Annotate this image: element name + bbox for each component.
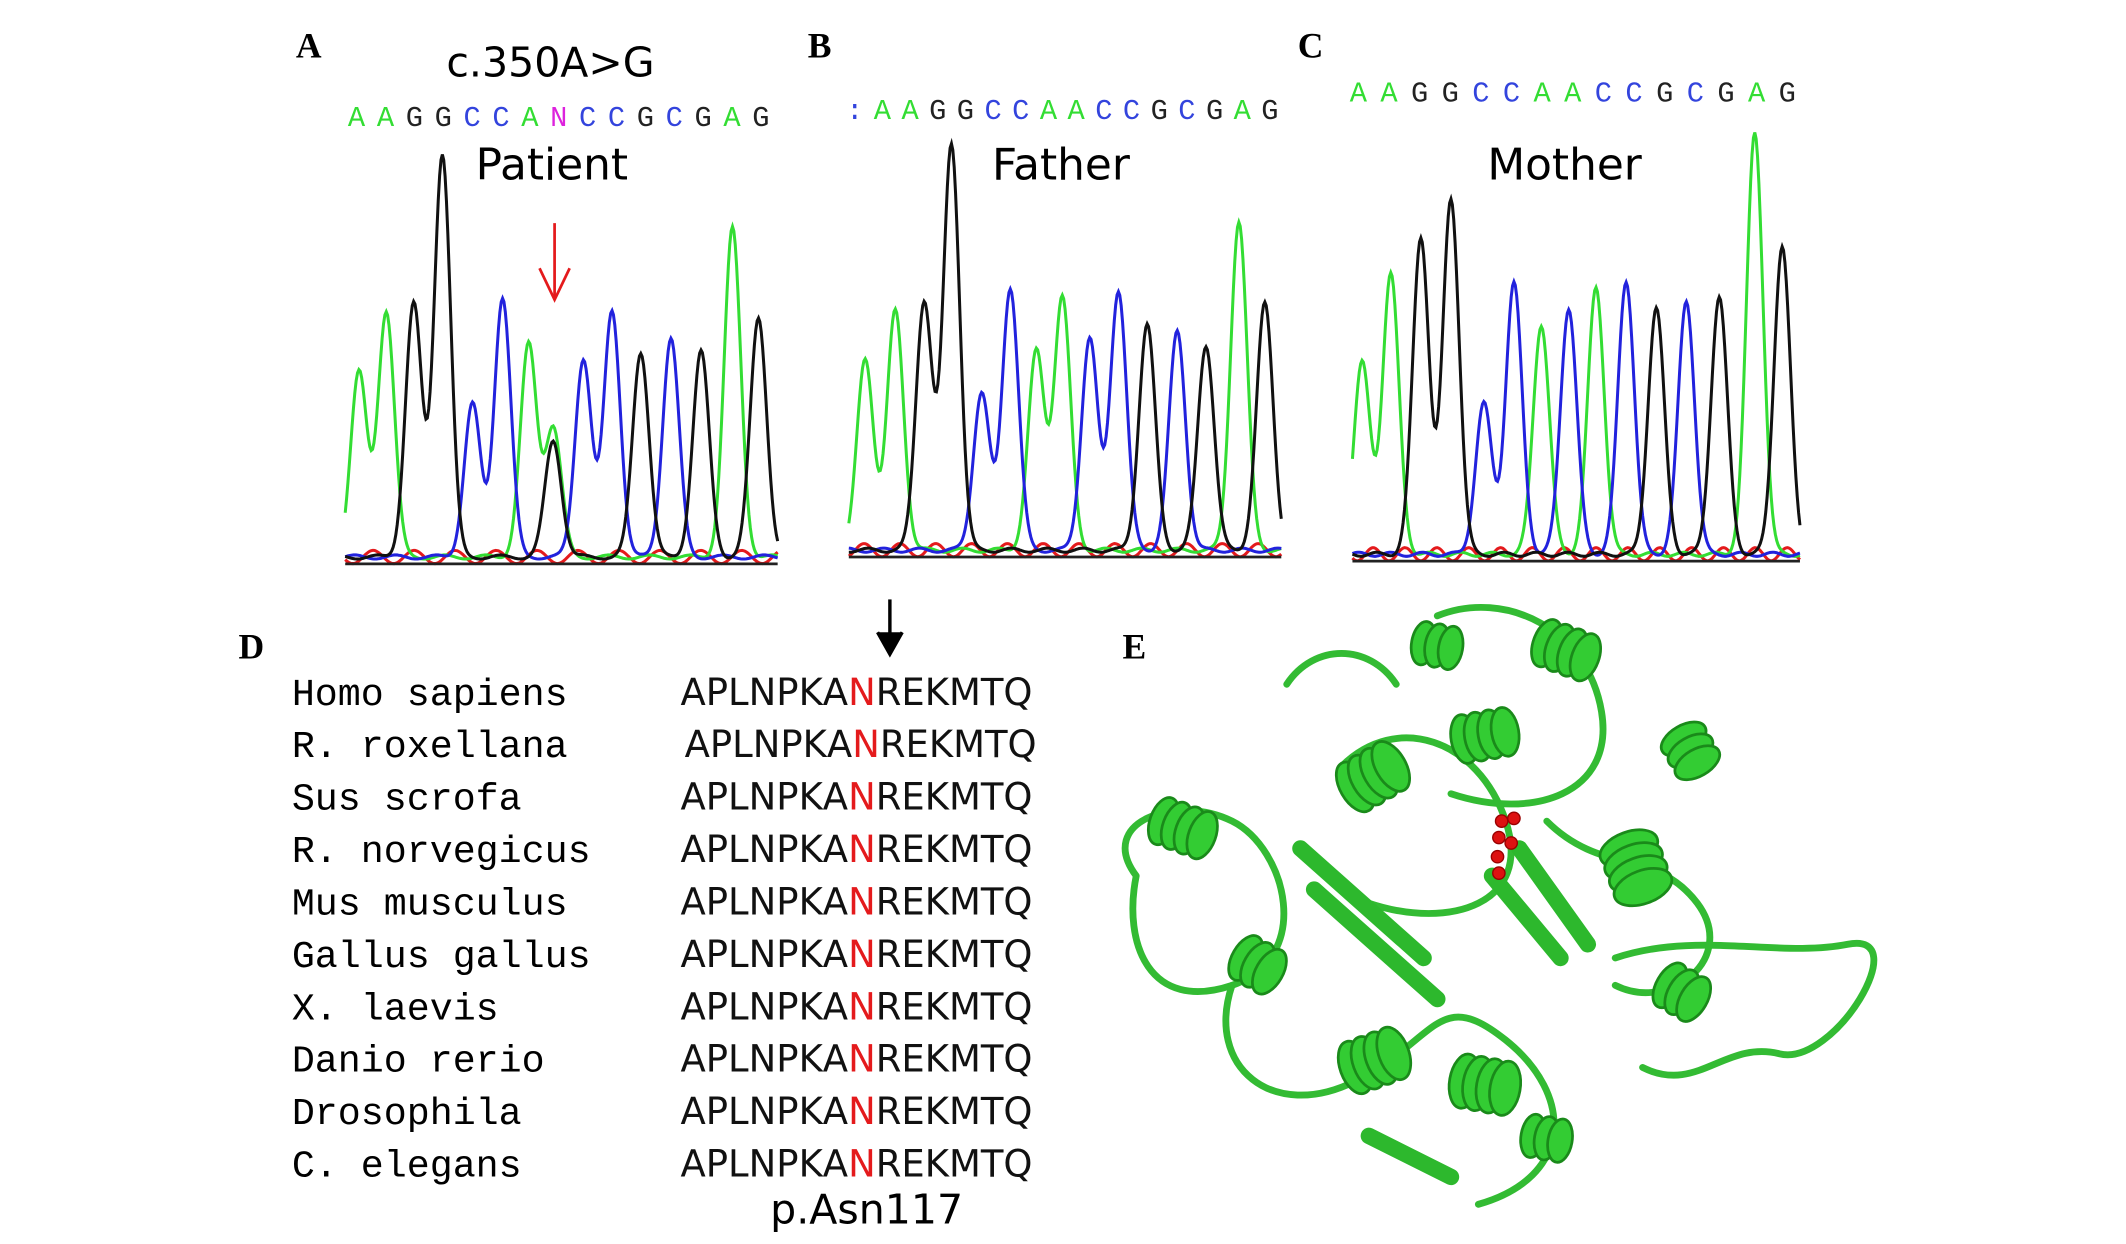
trace	[1351, 546, 1801, 563]
ligand-atom	[1507, 811, 1521, 826]
trace	[1351, 277, 1801, 558]
sequence: APLNPKANREKMTQ	[680, 985, 1032, 1028]
panel-label: D	[238, 626, 264, 666]
sequence: APLNPKANREKMTQ	[680, 880, 1032, 923]
chromatograms	[343, 132, 1802, 566]
ligand-atom	[1492, 866, 1506, 880]
panel-label: C	[1298, 25, 1324, 65]
panel-label: B	[808, 25, 832, 65]
trace	[1351, 193, 1802, 558]
species-name: R. norvegicus	[292, 830, 591, 874]
trace	[344, 154, 780, 561]
strand	[1483, 867, 1569, 967]
position-label: p.Asn117	[770, 1185, 963, 1233]
panel-label: E	[1123, 626, 1147, 666]
sample-name: Mother	[1487, 139, 1641, 190]
helix-turn	[1370, 740, 1412, 793]
strand	[1511, 840, 1597, 953]
ligand-atom	[1490, 849, 1505, 864]
helix-turn	[1251, 947, 1288, 996]
species-name: Danio rerio	[292, 1040, 545, 1084]
sequence: APLNPKANREKMTQ	[680, 1143, 1032, 1186]
sequence: APLNPKANREKMTQ	[680, 933, 1032, 976]
position-arrow	[876, 599, 904, 658]
helix-turn	[1489, 706, 1521, 758]
sequence: APLNPKANREKMTQ	[680, 776, 1032, 819]
helix-turn	[1675, 975, 1713, 1023]
mutation-label: c.350A>G	[446, 39, 654, 87]
species-name: C. elegans	[292, 1145, 522, 1189]
loop	[1611, 939, 1878, 1079]
species-name: Homo sapiens	[292, 673, 568, 717]
sequence: APLNPKANREKMTQ	[680, 1038, 1032, 1081]
ligand-atom	[1492, 830, 1506, 845]
mutation-arrow	[538, 223, 571, 303]
protein-structure	[1121, 604, 1878, 1208]
sample-name: Father	[992, 139, 1130, 190]
helix-turn	[1488, 1059, 1523, 1117]
helix-turn	[1185, 810, 1219, 861]
species-name: R. roxellana	[292, 725, 568, 769]
helix-turn	[1546, 1117, 1574, 1164]
helix-turn	[1436, 624, 1465, 671]
sequence: APLNPKANREKMTQ	[680, 671, 1032, 714]
helix-turn	[1375, 1025, 1413, 1082]
helix-turn	[1568, 632, 1602, 683]
helix-turn	[1673, 744, 1722, 782]
ligand-atom	[1494, 814, 1509, 828]
strand	[1305, 881, 1446, 1008]
sequence: APLNPKANREKMTQ	[680, 828, 1032, 871]
sample-name: Patient	[476, 139, 628, 190]
ligand-atom	[1504, 836, 1519, 850]
helix-turn	[1612, 867, 1674, 908]
species-name: Mus musculus	[292, 882, 568, 926]
trace	[344, 548, 779, 566]
species-name: Gallus gallus	[292, 935, 591, 979]
species-name: Sus scrofa	[292, 778, 522, 822]
trace	[848, 284, 1282, 554]
species-name: X. laevis	[292, 987, 499, 1031]
species-name: Drosophila	[292, 1092, 522, 1136]
strand	[1360, 1127, 1460, 1186]
panel-label: A	[296, 25, 322, 65]
sequence: APLNPKANREKMTQ	[680, 1090, 1032, 1133]
trace	[344, 294, 779, 561]
strand	[1292, 840, 1432, 967]
alignment: Homo sapiens APLNPKANREKMTQ R. roxellana AP…	[292, 671, 1037, 1189]
loop	[1283, 650, 1400, 688]
loop	[1433, 604, 1607, 808]
trace	[848, 137, 1283, 554]
sequence: APLNPKANREKMTQ	[685, 723, 1037, 766]
